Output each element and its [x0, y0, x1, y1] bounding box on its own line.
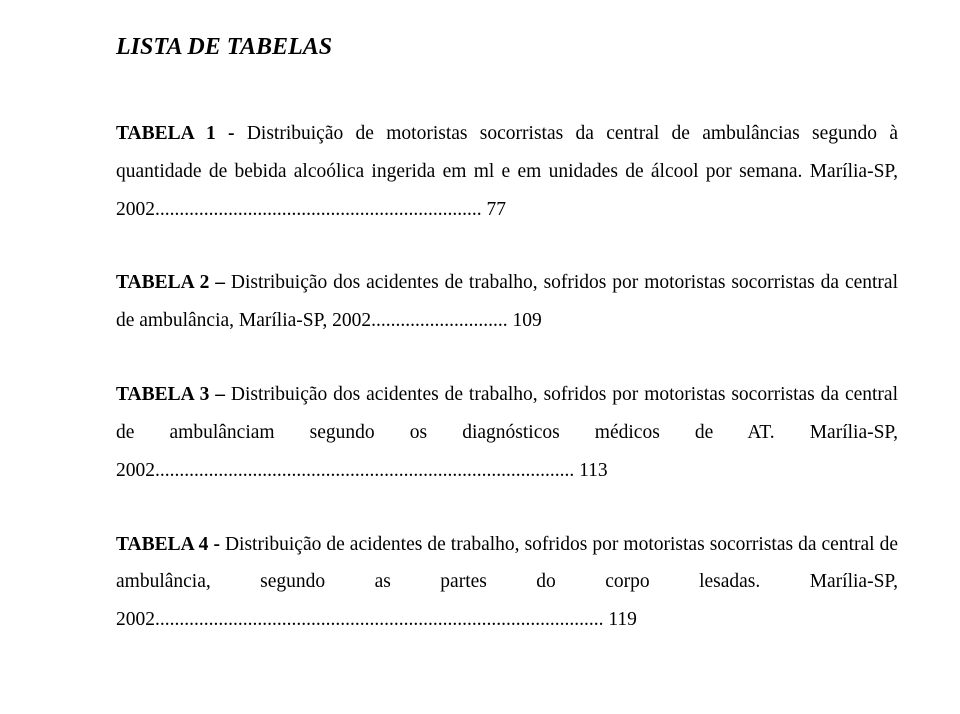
- toc-entry-label: TABELA 3 –: [116, 384, 225, 405]
- toc-entry-text: Distribuição dos acidentes de trabalho, …: [116, 384, 898, 481]
- page-title: LISTA DE TABELAS: [116, 34, 898, 61]
- toc-entry: TABELA 4 - Distribuição de acidentes de …: [116, 526, 898, 639]
- toc-entry-label: TABELA 1 -: [116, 123, 235, 144]
- toc-entry: TABELA 1 - Distribuição de motoristas so…: [116, 115, 898, 228]
- toc-entry-text: Distribuição de acidentes de trabalho, s…: [116, 534, 898, 631]
- toc-entry: TABELA 3 – Distribuição dos acidentes de…: [116, 376, 898, 489]
- toc-entry: TABELA 2 – Distribuição dos acidentes de…: [116, 264, 898, 340]
- page: LISTA DE TABELAS TABELA 1 - Distribuição…: [0, 0, 960, 714]
- toc-entry-text: Distribuição dos acidentes de trabalho, …: [116, 272, 898, 331]
- toc-entry-label: TABELA 4 -: [116, 534, 220, 555]
- toc-entry-label: TABELA 2 –: [116, 272, 225, 293]
